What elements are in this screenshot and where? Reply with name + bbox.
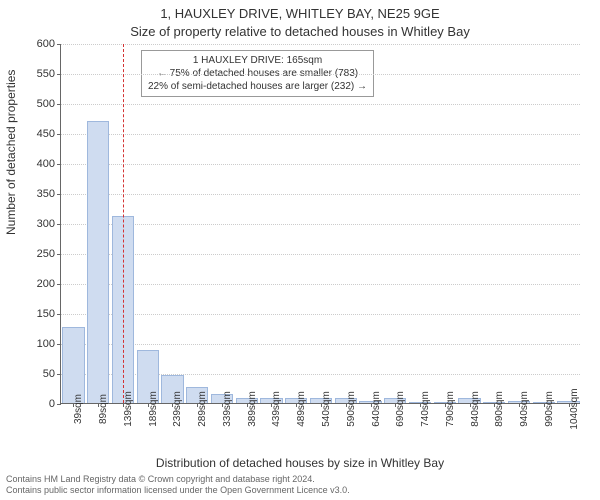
y-tick-label: 300 <box>37 218 55 230</box>
x-tick-label: 239sqm <box>172 391 183 427</box>
y-tick-mark <box>57 374 61 375</box>
x-tick-label: 89sqm <box>98 394 109 424</box>
x-axis-label: Distribution of detached houses by size … <box>0 456 600 470</box>
annotation-line3: 22% of semi-detached houses are larger (… <box>148 80 367 93</box>
y-tick-mark <box>57 284 61 285</box>
y-axis-label: Number of detached properties <box>4 70 18 235</box>
y-tick-mark <box>57 134 61 135</box>
x-tick-label: 389sqm <box>247 391 258 427</box>
grid-line <box>61 104 580 105</box>
annotation-line1: 1 HAUXLEY DRIVE: 165sqm <box>148 54 367 67</box>
footer: Contains HM Land Registry data © Crown c… <box>6 474 350 496</box>
chart-title-line1: 1, HAUXLEY DRIVE, WHITLEY BAY, NE25 9GE <box>0 6 600 21</box>
chart-title-line2: Size of property relative to detached ho… <box>0 24 600 39</box>
y-tick-label: 450 <box>37 128 55 140</box>
x-tick-label: 489sqm <box>296 391 307 427</box>
y-tick-mark <box>57 404 61 405</box>
y-tick-label: 600 <box>37 38 55 50</box>
grid-line <box>61 254 580 255</box>
x-tick-label: 940sqm <box>519 391 530 427</box>
y-tick-mark <box>57 74 61 75</box>
footer-line2: Contains public sector information licen… <box>6 485 350 496</box>
y-tick-label: 50 <box>43 368 55 380</box>
grid-line <box>61 134 580 135</box>
x-tick-label: 590sqm <box>346 391 357 427</box>
y-tick-label: 250 <box>37 248 55 260</box>
y-tick-label: 100 <box>37 338 55 350</box>
x-tick-label: 640sqm <box>371 391 382 427</box>
x-tick-label: 840sqm <box>470 391 481 427</box>
x-tick-label: 790sqm <box>445 391 456 427</box>
grid-line <box>61 194 580 195</box>
x-tick-label: 39sqm <box>73 394 84 424</box>
y-tick-label: 0 <box>49 398 55 410</box>
y-tick-mark <box>57 104 61 105</box>
grid-line <box>61 224 580 225</box>
x-tick-label: 289sqm <box>197 391 208 427</box>
y-tick-label: 400 <box>37 158 55 170</box>
y-tick-mark <box>57 314 61 315</box>
x-tick-label: 890sqm <box>494 391 505 427</box>
grid-line <box>61 344 580 345</box>
x-tick-label: 339sqm <box>222 391 233 427</box>
x-tick-label: 439sqm <box>271 391 282 427</box>
grid-line <box>61 164 580 165</box>
y-tick-mark <box>57 254 61 255</box>
y-tick-label: 500 <box>37 98 55 110</box>
grid-line <box>61 74 580 75</box>
y-tick-label: 350 <box>37 188 55 200</box>
x-tick-label: 540sqm <box>321 391 332 427</box>
reference-line <box>123 44 124 403</box>
y-tick-label: 200 <box>37 278 55 290</box>
x-tick-label: 690sqm <box>395 391 406 427</box>
histogram-bar <box>87 121 109 403</box>
footer-line1: Contains HM Land Registry data © Crown c… <box>6 474 350 485</box>
plot-area: 1 HAUXLEY DRIVE: 165sqm ← 75% of detache… <box>60 44 580 404</box>
y-tick-label: 550 <box>37 68 55 80</box>
x-tick-label: 740sqm <box>420 391 431 427</box>
y-tick-mark <box>57 44 61 45</box>
chart-container: 1, HAUXLEY DRIVE, WHITLEY BAY, NE25 9GE … <box>0 0 600 500</box>
x-tick-label: 189sqm <box>148 391 159 427</box>
grid-line <box>61 314 580 315</box>
grid-line <box>61 44 580 45</box>
x-tick-label: 139sqm <box>123 391 134 427</box>
y-tick-mark <box>57 224 61 225</box>
grid-line <box>61 284 580 285</box>
y-tick-mark <box>57 344 61 345</box>
y-tick-label: 150 <box>37 308 55 320</box>
y-tick-mark <box>57 164 61 165</box>
x-tick-label: 990sqm <box>544 391 555 427</box>
y-tick-mark <box>57 194 61 195</box>
x-tick-label: 1040sqm <box>569 388 580 429</box>
histogram-bar <box>62 327 84 403</box>
